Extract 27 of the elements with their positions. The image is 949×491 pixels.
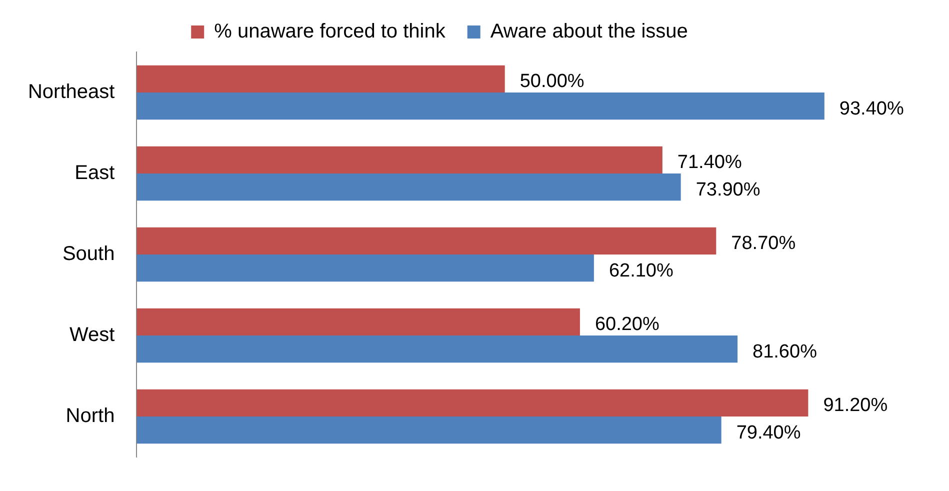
data-label: 62.10% — [608, 260, 674, 282]
bar — [136, 174, 681, 201]
bar — [136, 65, 505, 92]
bar — [136, 146, 662, 174]
bar — [136, 308, 580, 336]
legend-label: % unaware forced to think — [214, 20, 446, 43]
data-label: 93.40% — [839, 98, 904, 120]
data-label: 73.90% — [696, 179, 760, 200]
data-label: 50.00% — [520, 71, 584, 92]
data-label: 91.20% — [823, 395, 888, 416]
y-tick-label: South — [62, 243, 115, 266]
y-tick-label: East — [74, 162, 116, 184]
bar — [136, 336, 738, 363]
legend-label: Aware about the issue — [490, 20, 688, 43]
y-tick-label: North — [66, 405, 115, 428]
data-label: 81.60% — [752, 341, 818, 362]
bar — [136, 92, 824, 120]
data-label: 60.20% — [594, 314, 660, 336]
y-tick-label: Northeast — [28, 81, 116, 104]
y-tick-label: West — [70, 324, 116, 346]
bar — [136, 389, 808, 416]
bar — [136, 254, 594, 282]
data-label: 79.40% — [736, 422, 801, 444]
data-label: 78.70% — [731, 233, 796, 254]
data-label: 71.40% — [677, 152, 742, 174]
bar — [136, 227, 716, 254]
bar — [136, 416, 722, 444]
